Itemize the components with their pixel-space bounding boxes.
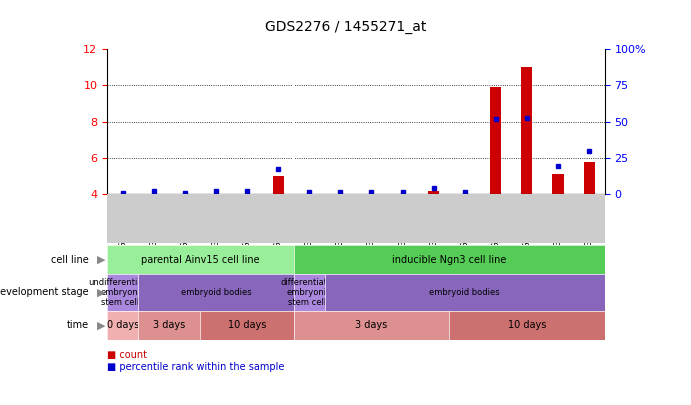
Text: ■ count: ■ count bbox=[107, 350, 147, 360]
Text: embryoid bodies: embryoid bodies bbox=[180, 288, 252, 297]
Text: GDS2276 / 1455271_at: GDS2276 / 1455271_at bbox=[265, 20, 426, 34]
Text: ▶: ▶ bbox=[97, 320, 105, 330]
Text: 10 days: 10 days bbox=[508, 320, 546, 330]
Bar bbox=[552, 175, 564, 194]
Text: undifferentiated
embryonic
stem cells: undifferentiated embryonic stem cells bbox=[88, 277, 157, 307]
Bar bbox=[428, 191, 439, 194]
Text: 0 days: 0 days bbox=[106, 320, 139, 330]
Text: parental Ainv15 cell line: parental Ainv15 cell line bbox=[141, 255, 260, 264]
Text: differentiated
embryonic
stem cells: differentiated embryonic stem cells bbox=[281, 277, 338, 307]
Text: ▶: ▶ bbox=[97, 288, 105, 297]
Bar bbox=[490, 87, 502, 194]
Text: development stage: development stage bbox=[0, 288, 88, 297]
Text: 3 days: 3 days bbox=[153, 320, 185, 330]
Text: embryoid bodies: embryoid bodies bbox=[429, 288, 500, 297]
Text: ■ percentile rank within the sample: ■ percentile rank within the sample bbox=[107, 362, 285, 371]
Bar bbox=[583, 162, 595, 194]
Text: 10 days: 10 days bbox=[228, 320, 266, 330]
Bar bbox=[272, 176, 284, 194]
Text: 3 days: 3 days bbox=[355, 320, 388, 330]
Text: cell line: cell line bbox=[50, 255, 88, 264]
Text: ▶: ▶ bbox=[97, 255, 105, 264]
Text: time: time bbox=[66, 320, 88, 330]
Bar bbox=[521, 67, 533, 194]
Text: inducible Ngn3 cell line: inducible Ngn3 cell line bbox=[392, 255, 507, 264]
